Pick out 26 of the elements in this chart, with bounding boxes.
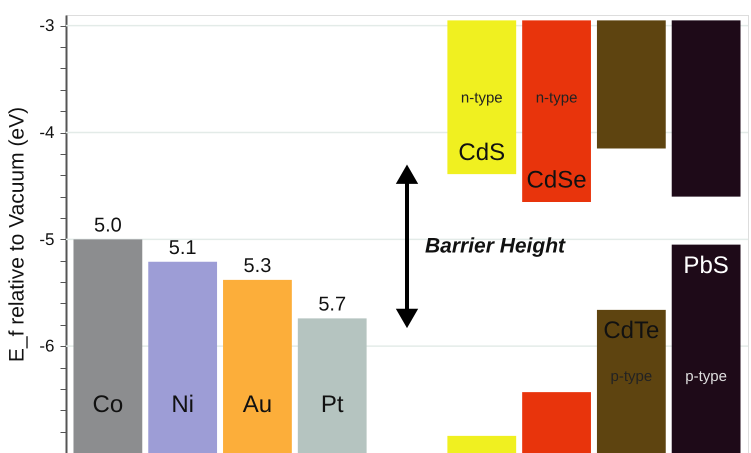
x-tick-label: Pt bbox=[320, 390, 344, 418]
x-tick-label: Co bbox=[92, 390, 124, 418]
y-tick-label: -5 bbox=[39, 230, 54, 249]
annotation: n-type bbox=[536, 89, 578, 106]
x-tick-label: Au bbox=[242, 390, 272, 418]
bar bbox=[298, 318, 367, 453]
bar bbox=[223, 280, 292, 453]
y-axis-title: E_f relative to Vacuum (eV) bbox=[5, 106, 28, 362]
annotation: 5.1 bbox=[168, 236, 197, 259]
annotation: n-type bbox=[460, 89, 503, 106]
bar bbox=[148, 262, 218, 453]
annotation: 5.0 bbox=[94, 214, 122, 236]
y-tick-label: -4 bbox=[39, 123, 54, 142]
annotation: 5.7 bbox=[318, 293, 346, 316]
bar bbox=[73, 239, 142, 453]
annotation: 5.3 bbox=[244, 254, 272, 277]
x-tick-label: CdTe bbox=[603, 317, 660, 344]
x-tick-label: PbS bbox=[683, 252, 729, 280]
x-tick-label: Ni bbox=[171, 390, 194, 418]
annotation: p-type bbox=[610, 368, 652, 386]
annotation: p-type bbox=[685, 368, 727, 386]
x-tick-label: CdS bbox=[458, 138, 506, 166]
annotation: Barrier Height bbox=[425, 234, 566, 258]
y-tick-label: -6 bbox=[39, 336, 54, 356]
y-tick-label: -3 bbox=[39, 16, 54, 36]
x-tick-label: CdSe bbox=[526, 166, 587, 194]
